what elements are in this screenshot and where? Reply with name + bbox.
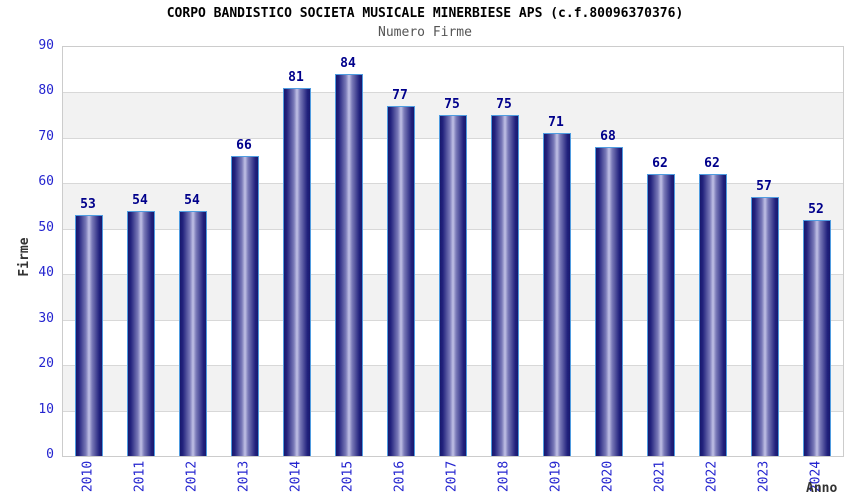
bar-value-label: 71 [548, 115, 564, 131]
bar-value-label: 52 [808, 201, 824, 217]
bar-value-label: 62 [704, 156, 720, 172]
x-axis-label: Anno [806, 481, 838, 496]
bar [439, 115, 467, 456]
x-tick-label: 2018 [496, 460, 512, 493]
x-tick-label: 2020 [600, 460, 616, 493]
bar-value-label: 81 [288, 69, 304, 85]
bar [179, 210, 207, 456]
x-tick-label: 2014 [288, 460, 304, 493]
x-tick-label: 2022 [704, 460, 720, 493]
bar-value-label: 75 [444, 97, 460, 113]
bar [387, 106, 415, 456]
x-tick-label: 2021 [652, 460, 668, 493]
y-tick-label: 10 [38, 401, 54, 417]
x-tick-label: 2010 [80, 460, 96, 493]
y-tick-label: 80 [38, 83, 54, 99]
bar [595, 146, 623, 456]
y-tick-label: 0 [46, 447, 54, 462]
bar [231, 156, 259, 456]
bar-value-label: 62 [652, 156, 668, 172]
plot-area [62, 46, 844, 457]
bar [127, 210, 155, 456]
x-tick-label: 2023 [756, 460, 772, 493]
bar [283, 87, 311, 456]
x-tick-label: 2015 [340, 460, 356, 493]
y-tick-label: 60 [38, 174, 54, 190]
y-tick-label: 70 [38, 128, 54, 144]
bar-value-label: 75 [496, 97, 512, 113]
x-tick-label: 2012 [184, 460, 200, 493]
x-tick-label: 2019 [548, 460, 564, 493]
y-tick-label: 90 [38, 38, 54, 53]
bar [699, 174, 727, 456]
bar-value-label: 84 [340, 56, 356, 72]
y-tick-label: 20 [38, 356, 54, 372]
bar-value-label: 57 [756, 178, 772, 194]
bar [75, 215, 103, 456]
x-tick-label: 2016 [392, 460, 408, 493]
x-tick-label: 2011 [132, 460, 148, 493]
x-tick-label: 2013 [236, 460, 252, 493]
x-tick-label: 2017 [444, 460, 460, 493]
y-tick-label: 50 [38, 219, 54, 235]
gridline [63, 92, 843, 94]
bar [647, 174, 675, 456]
chart-title: CORPO BANDISTICO SOCIETA MUSICALE MINERB… [166, 6, 684, 21]
bar [335, 74, 363, 456]
bar [751, 196, 779, 456]
plot-band [63, 47, 843, 93]
bar-value-label: 77 [392, 88, 408, 104]
bar-value-label: 54 [184, 192, 200, 208]
bar-value-label: 66 [236, 138, 252, 154]
bar [491, 115, 519, 456]
bar-value-label: 54 [132, 192, 148, 208]
y-tick-label: 30 [38, 310, 54, 326]
chart-subtitle: Numero Firme [378, 25, 472, 40]
bar [803, 219, 831, 456]
bar-value-label: 68 [600, 128, 616, 144]
bar-value-label: 53 [80, 197, 96, 213]
bar [543, 133, 571, 456]
y-tick-label: 40 [38, 265, 54, 281]
